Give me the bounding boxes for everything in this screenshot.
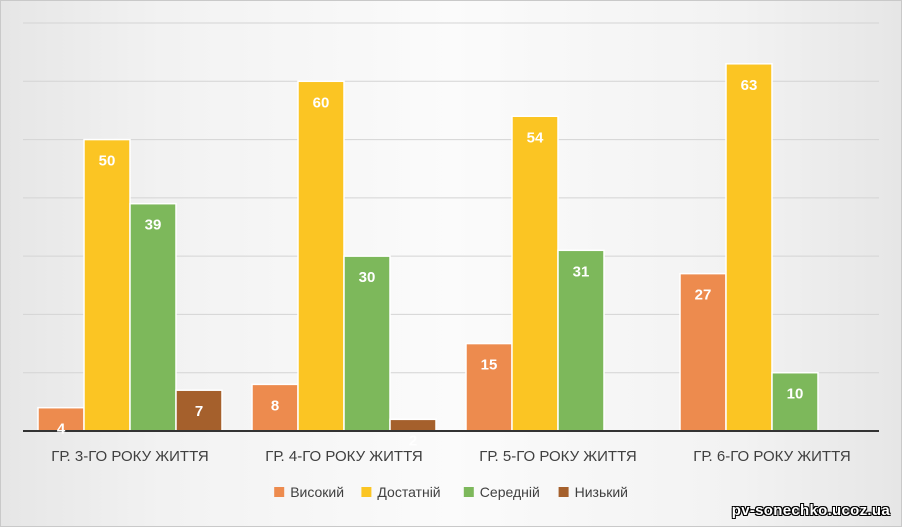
legend-swatch: [274, 487, 285, 497]
legend-label: Високий: [290, 484, 344, 500]
data-label: 50: [99, 153, 116, 170]
category-label: ГР. 3-ГО РОКУ ЖИТТЯ: [51, 448, 209, 465]
data-label: 15: [481, 357, 498, 374]
data-label: 27: [695, 287, 712, 304]
bar: [389, 418, 437, 432]
data-label: 8: [271, 397, 279, 414]
legend-swatch: [558, 487, 569, 497]
data-label: 2: [409, 432, 417, 449]
bar: [297, 80, 345, 432]
bars: [37, 63, 819, 432]
category-label: ГР. 6-ГО РОКУ ЖИТТЯ: [693, 448, 851, 465]
bar: [511, 115, 559, 432]
bar: [175, 389, 223, 432]
data-label: 39: [145, 217, 162, 234]
legend-label: Низький: [575, 484, 628, 500]
legend-swatch: [463, 487, 474, 497]
bar: [679, 272, 727, 432]
data-label: 63: [741, 77, 758, 94]
legend: Високий Достатній Середній Низький: [274, 484, 628, 500]
bar: [83, 138, 131, 432]
data-label: 10: [787, 386, 804, 403]
category-labels: ГР. 3-ГО РОКУ ЖИТТЯ ГР. 4-ГО РОКУ ЖИТТЯ ГР…: [51, 448, 851, 465]
data-label: 7: [195, 403, 203, 420]
legend-label: Середній: [480, 484, 540, 500]
data-label: 31: [573, 263, 590, 280]
bar: [465, 342, 513, 432]
data-label: 60: [313, 94, 330, 111]
legend-swatch: [361, 487, 372, 497]
legend-label: Достатній: [377, 484, 440, 500]
category-label: ГР. 4-ГО РОКУ ЖИТТЯ: [265, 448, 423, 465]
bar: [725, 63, 773, 432]
data-label: 54: [527, 129, 544, 146]
data-label: 4: [57, 421, 66, 438]
bar: [771, 371, 819, 432]
bar: [557, 249, 605, 432]
watermark: pv-sonechko.ucoz.ua: [731, 502, 890, 519]
bar: [251, 383, 299, 432]
data-labels: 4 50 39 7 8 60 30 2 15 54 31 27 63 10: [57, 77, 804, 450]
category-label: ГР. 5-ГО РОКУ ЖИТТЯ: [479, 448, 637, 465]
data-label: 30: [359, 269, 376, 286]
bar: [129, 202, 177, 432]
